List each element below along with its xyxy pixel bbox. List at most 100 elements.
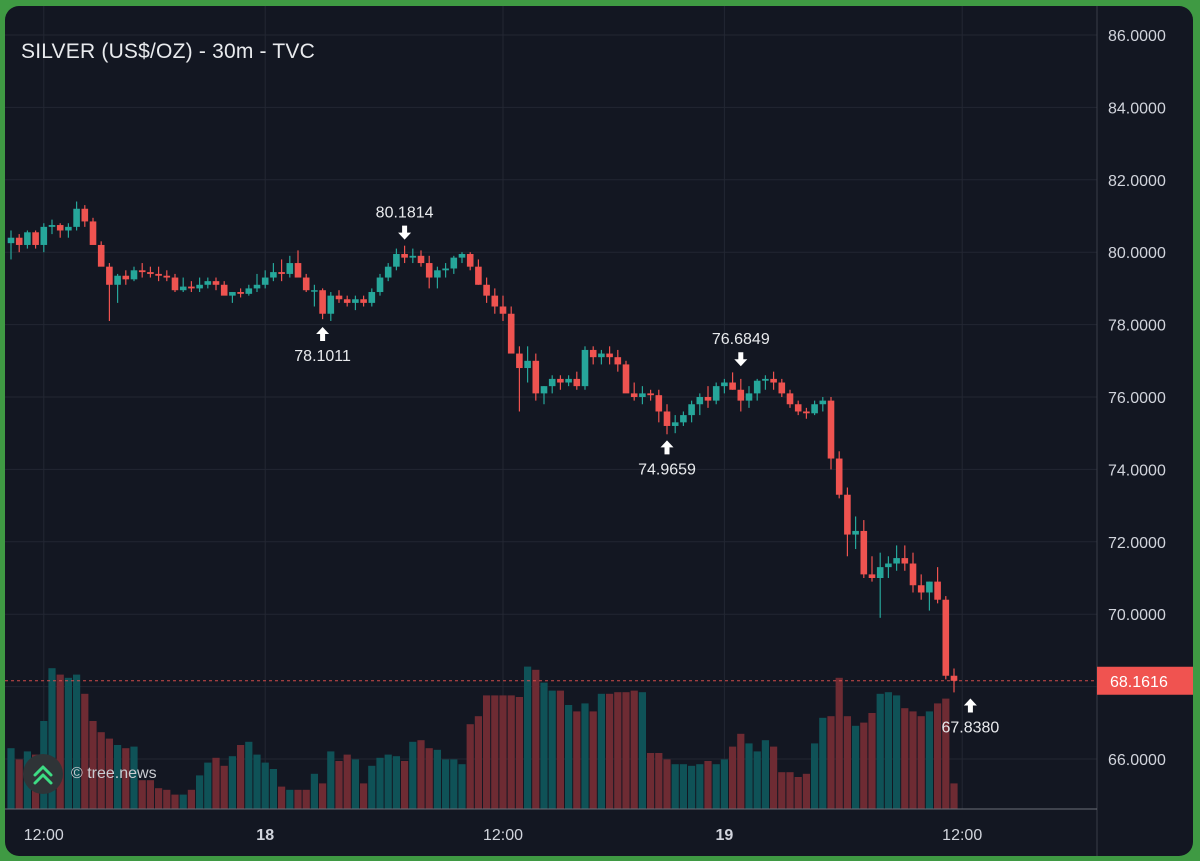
candle-body <box>671 422 679 426</box>
volume-bar <box>433 749 441 809</box>
candle <box>598 349 605 365</box>
candle-body <box>343 299 351 303</box>
volume-bar <box>901 708 909 809</box>
candle <box>835 451 843 499</box>
volume-bar <box>802 773 810 809</box>
volume-bar <box>696 764 704 809</box>
volume-bar <box>114 745 122 809</box>
candle-body <box>532 360 540 394</box>
candle <box>32 230 39 249</box>
y-axis: 86.0000 84.0000 82.0000 80.0000 78.0000 76.00… <box>1108 28 1166 769</box>
candle-body <box>573 378 581 387</box>
candle-body <box>762 378 769 381</box>
candle-body <box>852 530 859 535</box>
candle-body <box>499 306 507 314</box>
x-tick-label: 18 <box>256 827 274 844</box>
candle <box>188 281 195 293</box>
candle <box>680 411 687 426</box>
candle <box>909 552 917 593</box>
volume-bar <box>819 717 827 809</box>
candle <box>81 205 89 227</box>
candle-body <box>901 558 909 564</box>
volume-bar <box>884 692 892 809</box>
last-price-label: 68.1616 <box>1110 674 1168 691</box>
volume-bar <box>647 753 655 809</box>
candle <box>229 292 236 303</box>
chart-canvas[interactable]: 80.1814 78.1011 74.9659 76.6849 67.8380 86.00… <box>5 6 1193 856</box>
volume-bar <box>688 765 696 809</box>
volume-bar <box>245 741 253 809</box>
candle <box>360 295 367 307</box>
volume-bar <box>507 695 515 809</box>
candle-body <box>229 292 236 296</box>
candle <box>368 288 376 307</box>
candle-body <box>237 292 244 294</box>
volume-bar <box>171 794 179 809</box>
volume-bar <box>860 722 868 809</box>
candle <box>212 277 220 291</box>
candle-body <box>516 353 523 369</box>
candle <box>885 556 892 578</box>
candle <box>7 230 15 260</box>
candle <box>794 400 802 416</box>
volume-bar <box>204 762 212 809</box>
candle-body <box>589 349 597 358</box>
candle-body <box>794 404 802 412</box>
candle-body <box>721 382 728 387</box>
candle <box>343 295 351 307</box>
candle-body <box>778 382 786 394</box>
low-label: 67.8380 <box>941 719 999 736</box>
volume-bar <box>310 773 318 809</box>
y-tick-label: 78.0000 <box>1108 318 1166 335</box>
candle <box>573 371 581 390</box>
volume-bar <box>56 674 64 809</box>
candle-body <box>352 299 359 303</box>
candle-body <box>24 232 31 245</box>
volume-bar <box>876 693 884 809</box>
candle <box>384 263 392 282</box>
candle <box>261 270 269 289</box>
candle-body <box>598 353 605 358</box>
candle <box>319 288 326 320</box>
candle-body <box>286 263 294 274</box>
last-price-tag: 68.1616 <box>1097 666 1193 695</box>
y-tick-label: 76.0000 <box>1108 390 1166 407</box>
candle <box>425 255 433 289</box>
volume-bar <box>925 711 933 809</box>
volume-bar <box>146 780 154 809</box>
volume-bar <box>97 732 105 809</box>
x-tick-label: 12:00 <box>942 827 982 844</box>
candle-body <box>803 411 810 414</box>
candle <box>327 292 335 321</box>
candle <box>245 284 253 296</box>
candle <box>647 389 654 401</box>
candle-body <box>15 237 23 245</box>
volume-bar <box>745 743 753 809</box>
candle <box>106 263 113 321</box>
volume-bar <box>294 789 302 809</box>
y-tick-label: 70.0000 <box>1108 607 1166 624</box>
candle-body <box>548 378 556 387</box>
candle <box>762 375 769 390</box>
volume-bar <box>73 674 81 809</box>
candle <box>712 382 720 405</box>
volume-bar <box>122 748 130 809</box>
candle <box>696 393 704 416</box>
arrow-down-icon <box>734 352 748 367</box>
candle <box>179 277 187 293</box>
candle <box>499 295 507 321</box>
candle-body <box>302 277 310 291</box>
candle <box>786 389 794 408</box>
volume-bar <box>565 705 573 809</box>
y-tick-label: 80.0000 <box>1108 245 1166 262</box>
volume-bar <box>811 743 819 809</box>
candle <box>138 263 146 278</box>
candle-body <box>581 349 589 387</box>
candle <box>745 386 753 408</box>
candle-body <box>65 226 72 231</box>
volume-bar <box>278 786 286 809</box>
volume-bar <box>15 759 23 809</box>
candle-body <box>278 272 285 274</box>
candle <box>704 386 712 408</box>
candle-body <box>491 295 499 307</box>
